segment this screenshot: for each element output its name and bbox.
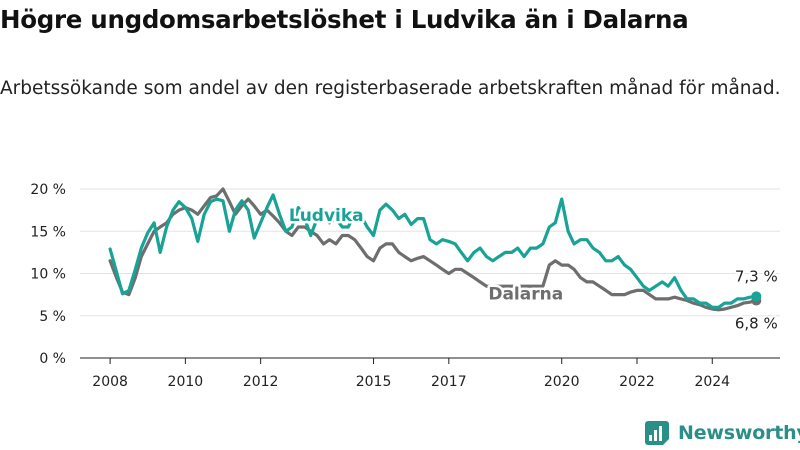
end-value-label-ludvika: 7,3 % (735, 267, 778, 285)
x-tick-label: 2017 (431, 374, 467, 390)
x-tick-label: 2024 (694, 374, 730, 390)
y-tick-label: 20 % (30, 182, 66, 198)
series-line-dalarna (108, 187, 758, 312)
y-tick-label: 0 % (39, 351, 66, 367)
end-value-label-dalarna: 6,8 % (735, 315, 778, 333)
end-point-ludvika (751, 291, 762, 302)
series-label-dalarna: Dalarna (488, 285, 563, 305)
x-tick-label: 2020 (544, 374, 580, 390)
bar-chart-logo-icon (645, 421, 669, 445)
x-tick-label: 2010 (168, 374, 204, 390)
x-tick-label: 2008 (92, 374, 128, 390)
y-tick-label: 10 % (30, 267, 66, 283)
series-line-ludvika (108, 193, 758, 309)
chart-subtitle: Arbetssökande som andel av den registerb… (0, 78, 781, 99)
brand-logo: Newsworthy (644, 420, 800, 446)
series-label-ludvika: Ludvika (289, 206, 364, 226)
y-tick-label: 15 % (30, 224, 66, 240)
x-tick-label: 2015 (356, 374, 392, 390)
x-tick-label: 2022 (619, 374, 655, 390)
x-tick-label: 2012 (243, 374, 279, 390)
brand-name: Newsworthy (678, 422, 800, 444)
chart-title: Högre ungdomsarbetslöshet i Ludvika än i… (0, 5, 689, 34)
y-tick-label: 5 % (39, 309, 66, 325)
